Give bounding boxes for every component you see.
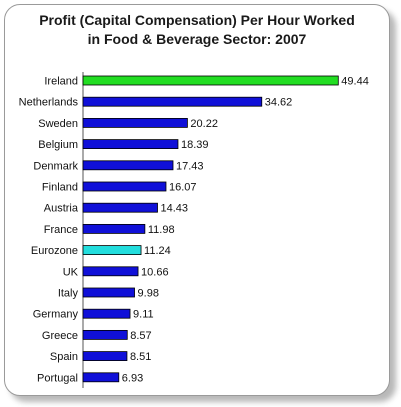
category-label: France: [44, 224, 78, 236]
bar: [82, 139, 179, 150]
value-label: 49.44: [341, 76, 369, 88]
category-label: Denmark: [33, 160, 78, 172]
bar: [82, 223, 146, 234]
bar: [82, 160, 174, 171]
category-label: Finland: [42, 182, 78, 194]
bar: [82, 287, 135, 298]
category-label: UK: [63, 266, 79, 278]
category-label: Spain: [50, 351, 78, 363]
value-label: 9.98: [138, 288, 159, 300]
bar: [82, 351, 128, 362]
value-label: 14.43: [161, 203, 189, 215]
bar: [82, 266, 139, 277]
chart-card: [4, 4, 390, 396]
bar: [82, 245, 142, 256]
bar: [82, 181, 167, 192]
bar: [82, 308, 131, 319]
chart-title-line-2: in Food & Beverage Sector: 2007: [87, 31, 307, 47]
category-label: Belgium: [38, 139, 78, 151]
bar: [82, 96, 263, 107]
value-label: 9.11: [133, 309, 154, 321]
bar: [82, 118, 188, 128]
chart-title: Profit (Capital Compensation) Per Hour W…: [4, 11, 390, 49]
bar: [82, 202, 158, 213]
value-label: 8.57: [130, 330, 151, 342]
value-label: 11.98: [148, 224, 175, 236]
category-label: Sweden: [38, 118, 78, 130]
bar: [82, 372, 120, 383]
category-label: Italy: [58, 288, 79, 300]
value-label: 20.22: [190, 118, 218, 130]
category-label: Netherlands: [19, 97, 79, 109]
category-label: Ireland: [44, 76, 78, 88]
category-label: Greece: [42, 330, 78, 342]
chart-title-line-1: Profit (Capital Compensation) Per Hour W…: [39, 12, 355, 28]
category-label: Eurozone: [31, 245, 78, 257]
bar: [82, 329, 128, 340]
value-label: 10.66: [141, 266, 169, 278]
value-label: 8.51: [130, 351, 151, 363]
category-label: Portugal: [37, 372, 78, 384]
value-label: 6.93: [122, 372, 143, 384]
value-label: 17.43: [176, 160, 204, 172]
value-label: 16.07: [169, 182, 197, 194]
value-label: 18.39: [181, 139, 209, 151]
value-label: 11.24: [144, 245, 171, 257]
value-label: 34.62: [265, 97, 293, 109]
category-label: Austria: [44, 203, 79, 215]
bar: [82, 75, 339, 86]
category-label: Germany: [33, 309, 79, 321]
